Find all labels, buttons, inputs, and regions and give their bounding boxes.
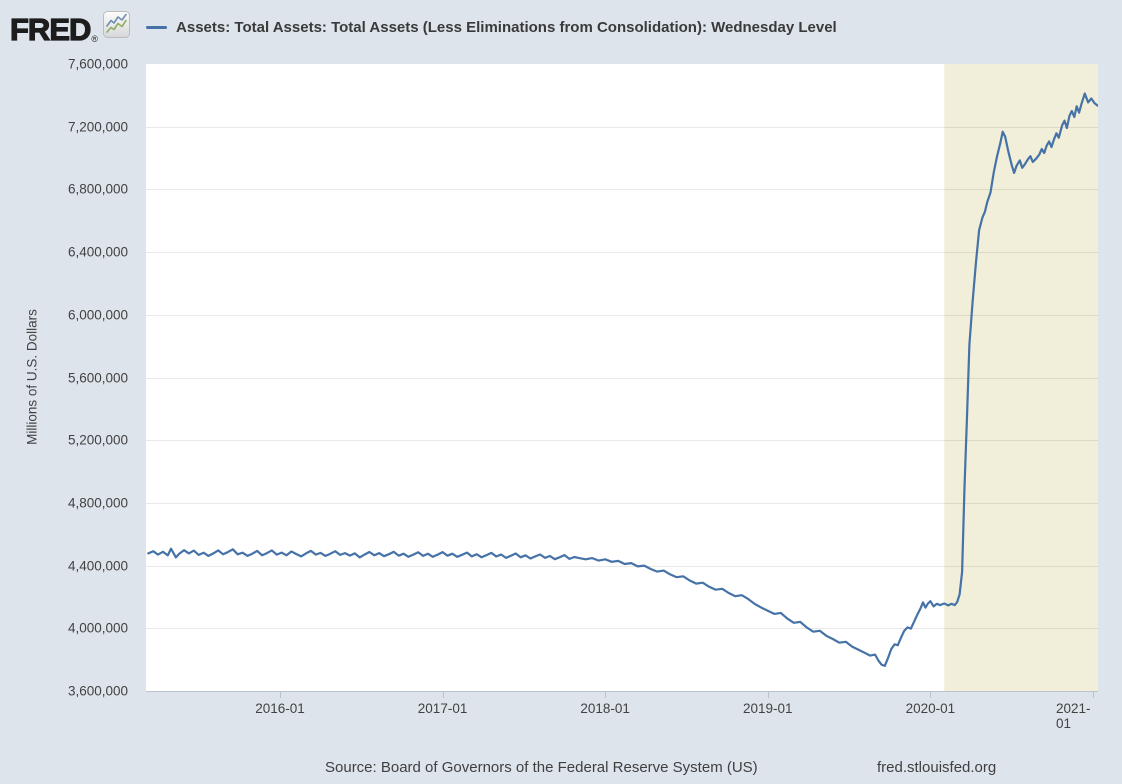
chart-footer: Source: Board of Governors of the Federa… <box>0 759 1122 779</box>
x-tick-label: 2021-01 <box>1056 701 1091 731</box>
y-tick-label: 4,000,000 <box>67 620 128 636</box>
fred-logo-text: FRED <box>9 11 92 47</box>
y-tick-label: 3,600,000 <box>67 683 128 699</box>
y-tick-label: 6,400,000 <box>67 244 128 260</box>
y-tick-label: 4,800,000 <box>67 495 128 511</box>
x-tick-mark <box>1093 692 1094 698</box>
x-tick-mark <box>930 692 931 698</box>
x-tick-mark <box>768 692 769 698</box>
x-tick-label: 2017-01 <box>417 701 468 716</box>
x-tick-mark <box>280 692 281 698</box>
y-tick-label: 7,200,000 <box>67 119 128 135</box>
x-tick-label: 2019-01 <box>742 701 793 716</box>
chart-legend: Assets: Total Assets: Total Assets (Less… <box>146 19 837 36</box>
sparkline-chart-icon <box>103 10 131 43</box>
chart-plot-svg <box>146 64 1098 691</box>
plot-area[interactable] <box>146 64 1098 692</box>
y-tick-label: 4,400,000 <box>67 558 128 574</box>
source-attribution: Source: Board of Governors of the Federa… <box>325 759 758 776</box>
x-tick-label: 2016-01 <box>255 701 305 716</box>
series-line <box>147 92 1098 667</box>
y-tick-label: 7,600,000 <box>67 56 128 72</box>
chart-header: FRED ® Assets: Total Assets: Total Asset… <box>0 0 1122 54</box>
series-title: Assets: Total Assets: Total Assets (Less… <box>176 18 837 36</box>
y-tick-label: 5,200,000 <box>67 432 128 448</box>
recession-band <box>944 64 1098 691</box>
x-tick-label: 2018-01 <box>580 701 630 716</box>
registered-trademark: ® <box>91 33 99 44</box>
fred-logo[interactable]: FRED ® <box>9 10 131 47</box>
y-tick-label: 5,600,000 <box>67 370 128 385</box>
x-tick-mark <box>605 692 606 698</box>
y-tick-label: 6,800,000 <box>67 181 128 197</box>
x-tick-mark <box>443 692 444 698</box>
legend-line-marker <box>146 25 168 29</box>
x-tick-label: 2020-01 <box>905 701 956 716</box>
fred-site-text: fred.stlouisfed.org <box>877 759 997 776</box>
y-tick-label: 6,000,000 <box>67 307 128 323</box>
